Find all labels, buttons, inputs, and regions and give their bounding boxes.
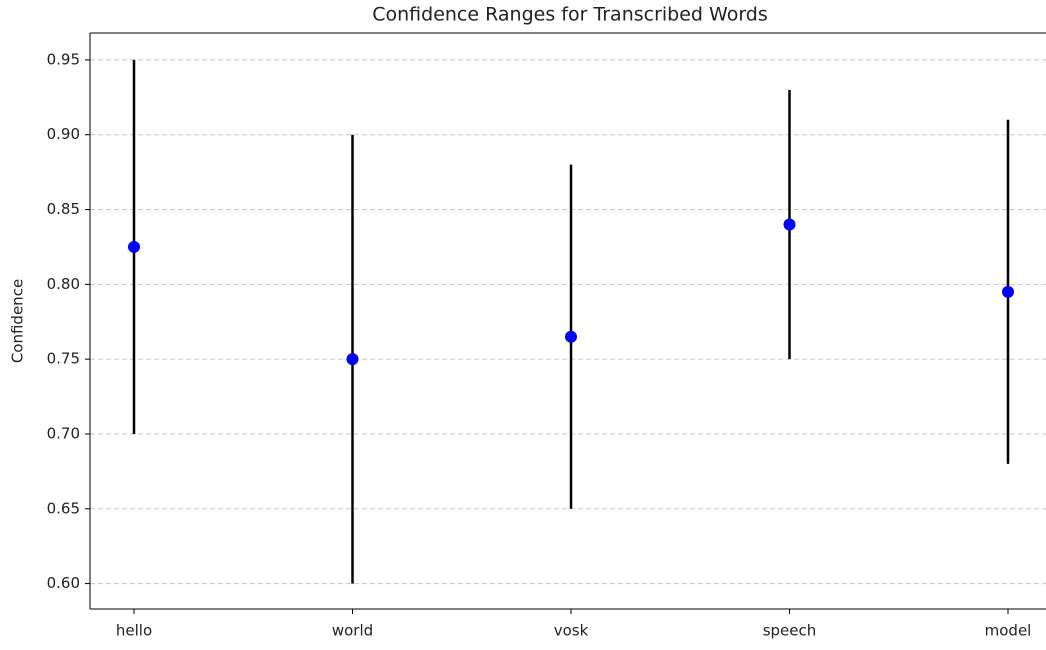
point (128, 240, 140, 253)
x-tick-label: speech (763, 622, 817, 640)
point (346, 353, 359, 366)
x-tick-label: model (985, 622, 1032, 640)
y-tick-label: 0.85 (47, 200, 80, 218)
y-tick-label: 0.75 (47, 350, 80, 368)
y-tick-label: 0.60 (47, 574, 80, 592)
point (1002, 285, 1014, 298)
point (783, 218, 796, 231)
chart-title: Confidence Ranges for Transcribed Words (372, 4, 768, 26)
y-tick-label: 0.80 (47, 275, 80, 293)
y-tick-label: 0.65 (47, 499, 80, 517)
x-tick-label: vosk (554, 622, 589, 640)
y-tick-label: 0.95 (47, 50, 80, 68)
x-tick-label: world (332, 622, 373, 640)
point (565, 330, 577, 343)
y-axis-label: Confidence (9, 279, 27, 363)
y-tick-label: 0.70 (47, 424, 80, 442)
x-tick-label: hello (116, 622, 152, 640)
y-tick-label: 0.90 (47, 125, 80, 143)
